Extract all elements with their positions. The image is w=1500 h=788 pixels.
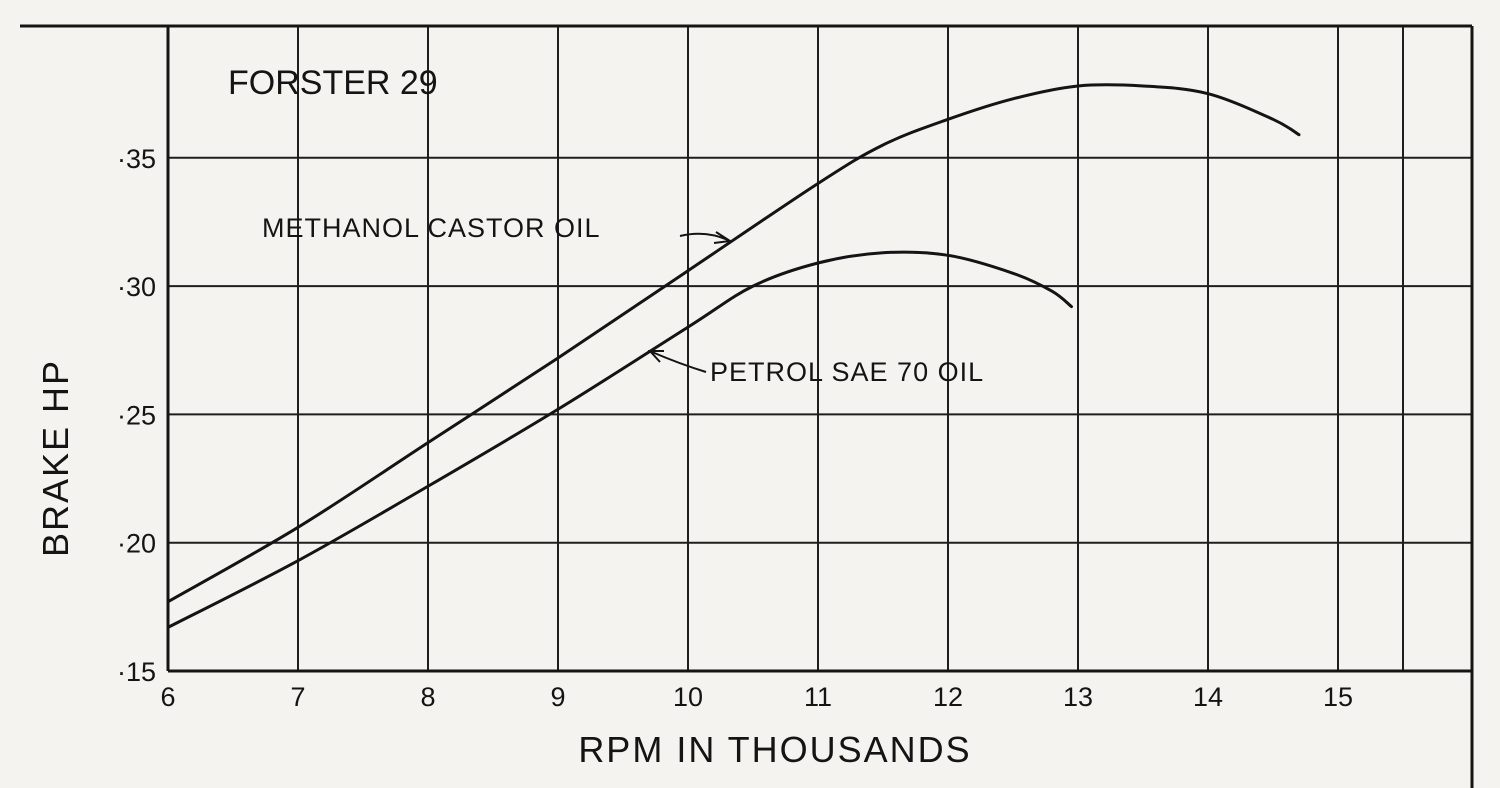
x-tick-label-5: 11 [804,682,832,712]
chart-title: FORSTER 29 [228,64,438,102]
x-tick-label-8: 14 [1193,682,1223,712]
annotation-methanol-arrowhead [713,231,733,244]
annotation-petrol-label: PETROL SAE 70 OIL [710,357,984,387]
y-tick-label-2: ·25 [117,400,156,430]
x-tick-label-9: 15 [1323,682,1353,712]
x-tick-label-6: 12 [933,682,963,712]
x-tick-label-4: 10 [673,682,703,712]
tick-labels: 6 7 8 9 10 11 12 13 14 15 ·15 ·20 ·25 ·30 ·35 [117,144,1353,712]
y-tick-label-4: ·35 [117,144,156,174]
annotation-petrol-arrow [651,351,707,373]
axis-frame [20,24,1474,788]
annotations: METHANOL CASTOR OIL PETROL SAE 70 OIL [262,213,984,387]
annotation-petrol-arrowhead [647,350,664,363]
series-line-0 [166,83,1301,604]
grid [168,26,1472,671]
x-axis-title: RPM IN THOUSANDS [578,729,971,770]
x-tick-label-1: 7 [290,682,305,712]
x-tick-label-3: 9 [550,682,565,712]
y-axis-title: BRAKE HP [35,359,76,557]
series-lines [166,83,1301,629]
x-tick-label-7: 13 [1063,682,1093,712]
annotation-methanol-label: METHANOL CASTOR OIL [262,213,601,243]
annotation-methanol-arrow [679,232,729,241]
y-tick-label-0: ·15 [117,657,156,687]
y-tick-label-3: ·30 [117,272,156,302]
x-tick-label-0: 6 [160,682,175,712]
series-line-1 [166,250,1073,629]
y-tick-label-1: ·20 [117,529,156,559]
x-tick-label-2: 8 [420,682,435,712]
